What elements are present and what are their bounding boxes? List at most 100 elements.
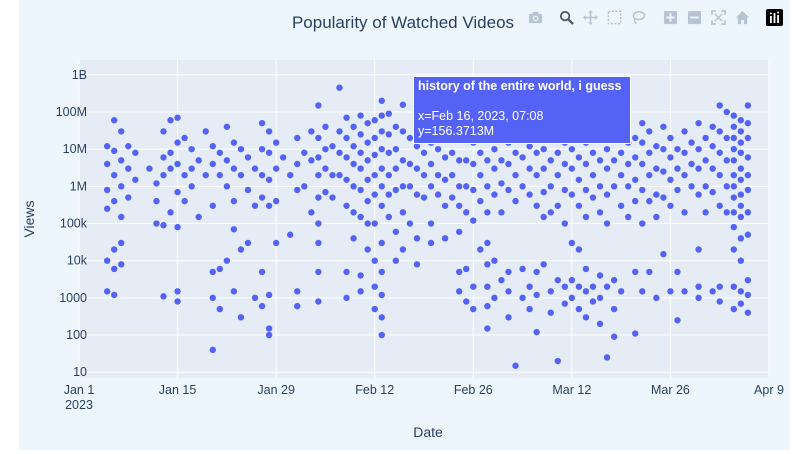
data-point[interactable] [589,194,597,201]
data-point[interactable] [265,176,273,183]
data-point[interactable] [456,202,463,209]
data-point[interactable] [617,149,625,156]
data-point[interactable] [477,171,484,179]
data-point[interactable] [287,231,294,238]
data-point[interactable] [463,265,470,273]
data-point[interactable] [272,165,280,172]
data-point[interactable] [681,288,688,295]
data-point[interactable] [385,171,392,179]
data-point[interactable] [378,97,385,104]
data-point[interactable] [730,183,737,190]
data-point[interactable] [688,183,695,190]
data-point[interactable] [463,157,470,164]
data-point[interactable] [554,357,561,365]
data-point[interactable] [427,239,435,247]
data-point[interactable] [230,197,238,205]
lasso-select-icon[interactable] [629,8,647,26]
data-point[interactable] [540,261,547,268]
data-point[interactable] [674,186,681,194]
data-point[interactable] [251,165,259,172]
data-point[interactable] [533,202,540,209]
data-point[interactable] [181,134,188,142]
data-point[interactable] [582,265,590,273]
data-point[interactable] [237,246,245,253]
data-point[interactable] [167,165,174,172]
data-point[interactable] [357,288,364,295]
data-point[interactable] [188,165,195,172]
data-point[interactable] [350,235,357,242]
data-point[interactable] [681,171,688,179]
box-select-icon[interactable] [605,8,623,26]
data-point[interactable] [730,305,737,313]
data-point[interactable] [589,283,597,290]
data-point[interactable] [343,202,350,209]
data-point[interactable] [174,288,181,295]
data-point[interactable] [294,160,301,168]
data-point[interactable] [716,283,723,290]
data-point[interactable] [371,220,378,227]
data-point[interactable] [723,157,730,164]
data-point[interactable] [744,276,752,284]
data-point[interactable] [533,291,540,299]
data-point[interactable] [392,228,400,235]
data-point[interactable] [695,119,702,127]
data-point[interactable] [456,288,463,295]
data-point[interactable] [695,246,702,253]
data-point[interactable] [336,128,343,135]
data-point[interactable] [378,112,385,119]
data-point[interactable] [639,220,646,227]
data-point[interactable] [575,283,583,290]
data-point[interactable] [737,139,745,146]
data-point[interactable] [301,149,308,156]
data-point[interactable] [653,143,660,150]
data-point[interactable] [582,160,590,168]
data-point[interactable] [477,149,484,156]
data-point[interactable] [265,202,273,209]
data-point[interactable] [653,191,660,198]
data-point[interactable] [568,165,576,172]
data-point[interactable] [322,165,329,172]
data-point[interactable] [167,149,174,156]
zoom-out-icon[interactable] [685,8,703,26]
data-point[interactable] [223,257,231,264]
data-point[interactable] [357,213,364,221]
data-point[interactable] [505,314,512,321]
data-point[interactable] [301,183,308,190]
data-point[interactable] [357,149,364,156]
data-point[interactable] [118,157,125,164]
data-point[interactable] [540,188,547,196]
data-point[interactable] [167,209,174,216]
data-point[interactable] [646,149,653,156]
data-point[interactable] [681,149,688,156]
data-point[interactable] [512,197,519,205]
data-point[interactable] [737,213,745,221]
data-point[interactable] [554,276,561,284]
data-point[interactable] [603,165,611,172]
data-point[interactable] [737,202,745,209]
data-point[interactable] [632,197,639,205]
data-point[interactable] [667,202,674,209]
data-point[interactable] [512,362,519,369]
data-point[interactable] [603,220,611,227]
data-point[interactable] [667,288,674,295]
data-point[interactable] [272,239,280,247]
data-point[interactable] [448,171,456,179]
data-point[interactable] [427,160,435,168]
data-point[interactable] [519,265,526,273]
data-point[interactable] [470,160,477,168]
data-point[interactable] [744,231,752,238]
data-point[interactable] [223,157,231,164]
data-point[interactable] [223,123,231,130]
data-point[interactable] [364,220,371,227]
data-point[interactable] [258,119,266,127]
data-point[interactable] [315,134,322,142]
data-point[interactable] [660,168,667,175]
data-point[interactable] [730,145,737,153]
data-point[interactable] [385,213,392,221]
data-point[interactable] [343,134,350,142]
data-point[interactable] [730,283,737,290]
data-point[interactable] [498,276,505,284]
data-point[interactable] [723,209,730,216]
data-point[interactable] [230,288,238,295]
